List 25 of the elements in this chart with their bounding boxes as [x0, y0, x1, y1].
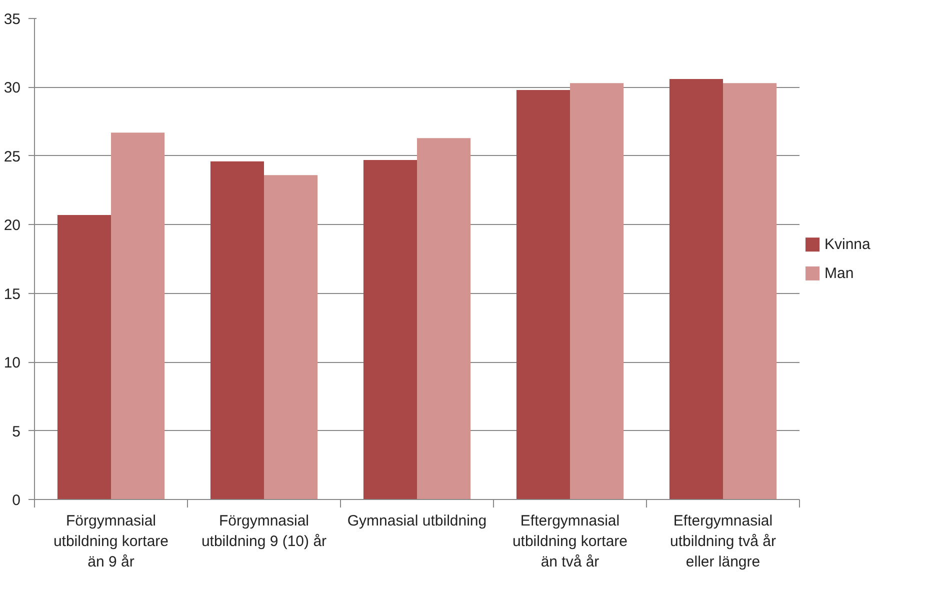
bar: [363, 160, 417, 500]
bar: [669, 78, 723, 500]
y-tick-label: 15: [4, 286, 21, 303]
bar: [723, 83, 777, 500]
x-tick-label: Eftergymnasial utbildning två år eller längre: [670, 512, 776, 570]
y-tick-label: 10: [4, 354, 21, 372]
bar: [570, 83, 624, 500]
y-tick-label: 30: [4, 80, 21, 97]
legend-label: Man: [824, 264, 854, 282]
bar: [516, 90, 570, 500]
y-tick-label: 5: [12, 423, 20, 440]
y-tick-label: 35: [4, 11, 21, 28]
bar: [57, 215, 111, 500]
y-tick-label: 0: [12, 492, 20, 509]
x-tick-label: Gymnasial utbildning: [347, 512, 487, 530]
bar: [264, 175, 318, 500]
bar: [417, 138, 471, 500]
legend-label: Kvinna: [824, 236, 872, 254]
bar: [210, 161, 264, 500]
x-tick-label: Förgymnasial utbildning 9 (10) år: [201, 512, 327, 550]
x-tick-label: Förgymnasial utbildning kortare än 9 år: [53, 512, 169, 570]
y-tick-label: 25: [4, 148, 21, 166]
x-tick-label: Eftergymnasial utbildning kortare än två år: [512, 512, 628, 570]
bar: [111, 132, 165, 500]
y-tick-label: 20: [4, 217, 21, 234]
